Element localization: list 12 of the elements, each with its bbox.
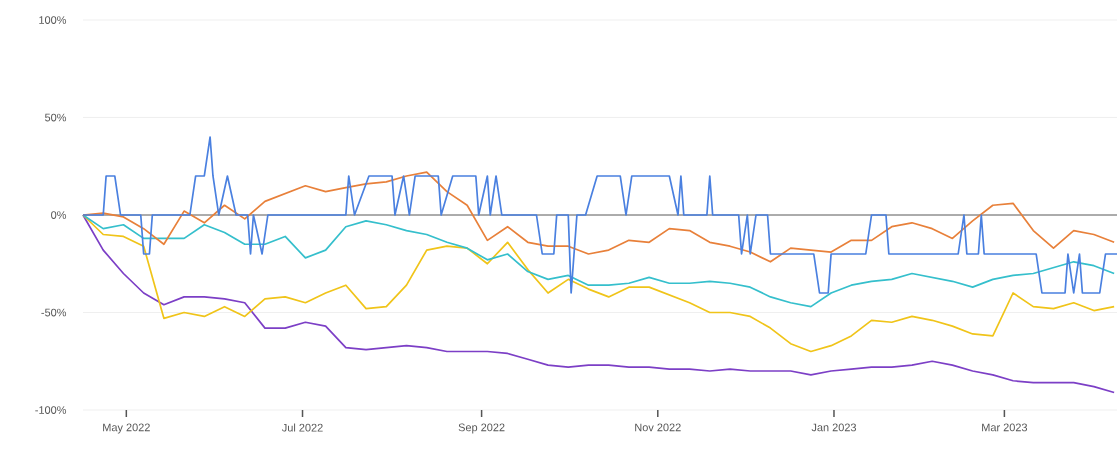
- x-tick-label: Mar 2023: [982, 423, 1028, 432]
- x-tick-label: Nov 2022: [635, 423, 681, 432]
- line-series: [82, 136, 1117, 294]
- y-tick-label: 100%: [39, 16, 67, 24]
- x-tick-label: Jan 2023: [811, 423, 857, 432]
- y-tick-label: -100%: [35, 406, 67, 414]
- x-tick-label: Sep 2022: [458, 423, 505, 434]
- y-tick-label: 50%: [44, 113, 67, 122]
- y-tick-label: 0%: [51, 211, 67, 219]
- y-tick-label: -50%: [41, 308, 67, 317]
- x-tick-label: Jul 2022: [281, 423, 323, 432]
- x-tick-label: May 2022: [103, 423, 150, 434]
